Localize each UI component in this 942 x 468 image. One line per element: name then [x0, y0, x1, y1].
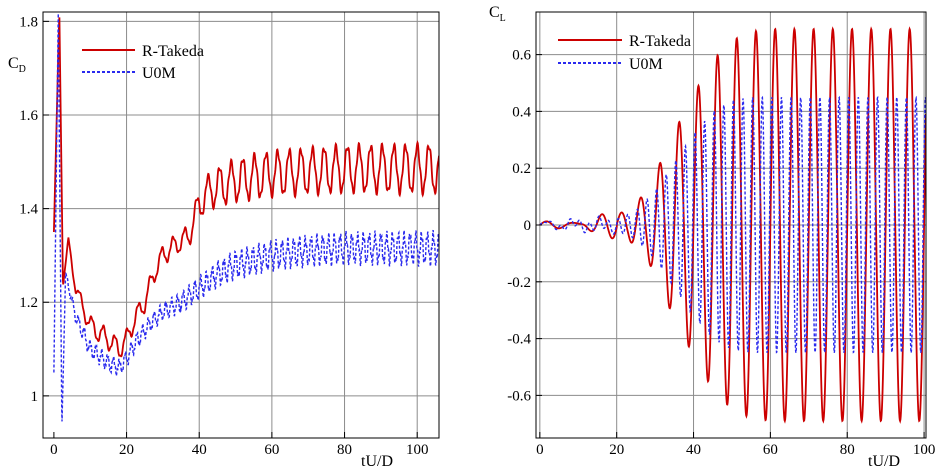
cd-y-tick-label: 1	[31, 389, 39, 405]
cl-y-tick-label: 0.6	[512, 48, 531, 64]
cd-x-tick-label: 0	[50, 442, 58, 458]
cl-y-axis-title-sub: L	[500, 13, 506, 24]
cl-ticks: 0 20 40 60 80 100 -0.6 -0.4 -0.2 0 0.2 0.4 0.6	[507, 48, 935, 458]
cl-x-tick-label: 20	[609, 442, 624, 458]
cl-y-tick-label: 0	[524, 218, 532, 234]
cl-x-axis-title: tU/D	[868, 453, 900, 468]
cl-series-u0m-line	[539, 95, 926, 354]
cl-series-group	[539, 26, 926, 424]
lift-coefficient-chart: 0 20 40 60 80 100 -0.6 -0.4 -0.2 0 0.2 0.4 0.6 CL tU…	[489, 4, 935, 468]
cd-x-tick-label: 60	[264, 442, 279, 458]
cl-y-axis-title: CL	[489, 4, 506, 24]
cd-grid	[43, 12, 439, 438]
cd-legend-label-u0m: U0M	[142, 65, 176, 82]
cl-y-tick-label: 0.4	[512, 104, 531, 120]
cd-y-axis-title-main: C	[8, 55, 19, 72]
cd-y-tick-label: 1.8	[19, 14, 38, 30]
cl-legend-label-r-takeda: R-Takeda	[629, 33, 691, 50]
cd-x-tick-label: 100	[406, 442, 429, 458]
cl-series-r-takeda-line	[539, 26, 926, 424]
cd-y-axis-title-sub: D	[19, 64, 26, 75]
cl-y-tick-label: 0.2	[512, 161, 531, 177]
cd-y-axis-title: CD	[8, 55, 26, 75]
cl-x-tick-label: 60	[763, 442, 778, 458]
cd-y-tick-label: 1.2	[19, 295, 38, 311]
cd-ticks: 0 20 40 60 80 100 1 1.2 1.4 1.6 1.8	[19, 14, 428, 458]
cd-legend-label-r-takeda: R-Takeda	[142, 43, 204, 60]
cd-y-tick-label: 1.6	[19, 108, 38, 124]
cl-y-axis-title-main: C	[489, 4, 500, 21]
cl-y-tick-label: -0.6	[507, 388, 531, 404]
cd-x-tick-label: 80	[337, 442, 352, 458]
drag-coefficient-chart: 0 20 40 60 80 100 1 1.2 1.4 1.6 1.8 CD tU/D R-Take…	[8, 11, 440, 468]
cl-legend: R-Takeda U0M	[558, 33, 691, 73]
cd-series-r-takeda-line	[53, 17, 439, 358]
cd-x-axis-title: tU/D	[361, 453, 393, 468]
cl-x-tick-label: 100	[913, 442, 936, 458]
cd-y-tick-label: 1.4	[19, 202, 38, 218]
cl-y-tick-label: -0.4	[507, 332, 531, 348]
cl-y-tick-label: -0.2	[507, 275, 531, 291]
cl-x-tick-label: 40	[686, 442, 701, 458]
cd-plot-frame	[42, 11, 440, 439]
cd-x-tick-label: 20	[119, 442, 134, 458]
cd-legend: R-Takeda U0M	[82, 43, 204, 82]
cl-x-tick-label: 80	[840, 442, 855, 458]
cd-x-tick-label: 40	[192, 442, 207, 458]
cl-x-tick-label: 0	[536, 442, 544, 458]
cd-series-u0m-line	[53, 13, 439, 422]
cl-grid	[536, 12, 926, 438]
cd-series-group	[53, 13, 439, 422]
cl-legend-label-u0m: U0M	[629, 56, 663, 73]
